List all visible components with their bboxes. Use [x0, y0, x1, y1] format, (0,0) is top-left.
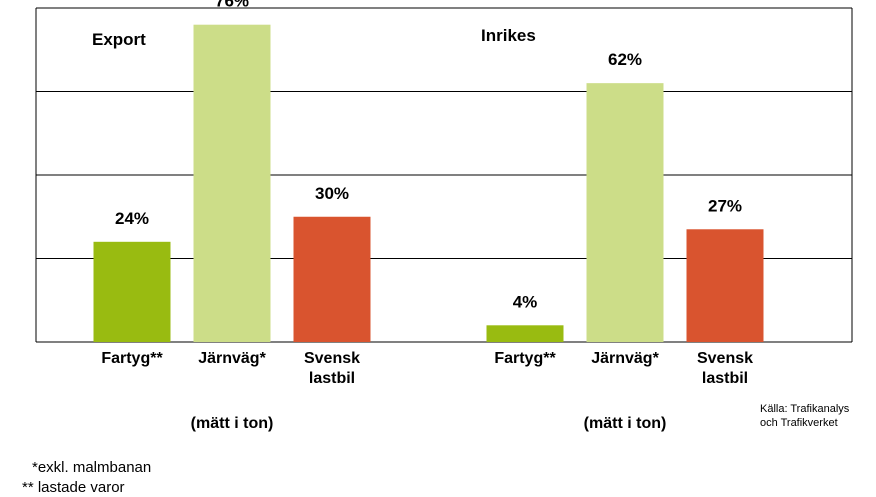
- panel-title: Export: [92, 30, 146, 49]
- bar: [686, 229, 764, 342]
- footnote: ** lastade varor: [22, 479, 125, 496]
- panel-title: Inrikes: [481, 26, 536, 45]
- x-tick-label: Järnväg*: [591, 350, 659, 367]
- x-tick-label: Fartyg**: [494, 350, 556, 367]
- value-label: 24%: [115, 209, 149, 228]
- value-label: 30%: [315, 184, 349, 203]
- x-tick-label: Järnväg*: [198, 350, 266, 367]
- x-tick-label: Fartyg**: [101, 350, 163, 367]
- bar: [93, 241, 171, 342]
- bar: [293, 216, 371, 342]
- bar: [486, 325, 564, 342]
- footnote: *exkl. malmbanan: [32, 459, 152, 476]
- x-tick-label: Svensk lastbil: [696, 350, 754, 387]
- x-tick-label: Svensk lastbil: [303, 350, 361, 387]
- x-axis-label: (mätt i ton): [583, 415, 667, 432]
- value-label: 62%: [608, 50, 642, 69]
- x-axis-label: (mätt i ton): [190, 415, 274, 432]
- source: Källa: Trafikanalys och Trafikverket: [760, 403, 850, 429]
- value-label: 76%: [215, 0, 249, 11]
- bar: [586, 83, 664, 343]
- bar: [193, 24, 271, 342]
- value-label: 27%: [708, 196, 742, 215]
- value-label: 4%: [513, 292, 538, 311]
